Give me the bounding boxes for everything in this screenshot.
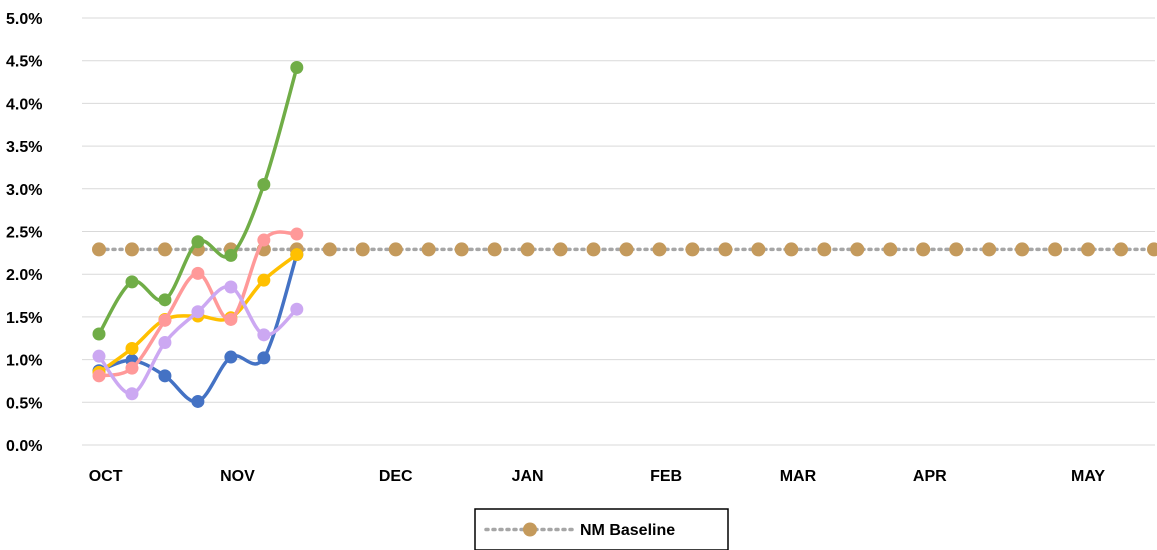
data-point xyxy=(355,242,370,257)
data-point xyxy=(421,242,436,257)
y-tick-label: 4.5% xyxy=(6,54,42,71)
data-point xyxy=(125,361,139,375)
series-path xyxy=(97,65,299,336)
data-point xyxy=(751,242,766,257)
data-point xyxy=(290,61,304,75)
data-point xyxy=(257,273,271,287)
data-point xyxy=(257,351,271,365)
data-point xyxy=(290,227,304,241)
data-point xyxy=(157,242,172,257)
data-point xyxy=(586,242,601,257)
data-point xyxy=(652,242,667,257)
data-point xyxy=(191,394,205,408)
legend-label: NM Baseline xyxy=(580,522,675,539)
data-point xyxy=(883,242,898,257)
data-point xyxy=(92,242,106,257)
y-tick-label: 0.5% xyxy=(6,395,42,412)
y-tick-label: 1.5% xyxy=(6,310,42,327)
y-axis-tick-labels: 0.0% 0.5% 1.0% 1.5% 2.0% 2.5% 3.0% 3.5% 4.0% 4.5%… xyxy=(6,11,42,455)
data-point xyxy=(257,233,271,247)
x-tick-label: DEC xyxy=(379,468,413,485)
gridlines xyxy=(82,17,1155,446)
series-line-4 xyxy=(92,227,304,383)
data-point xyxy=(1114,242,1129,257)
data-point xyxy=(718,242,733,257)
data-point xyxy=(92,327,106,341)
y-tick-label: 0.0% xyxy=(6,438,42,455)
y-tick-label: 3.5% xyxy=(6,139,42,156)
data-point xyxy=(124,242,139,257)
data-point xyxy=(520,242,535,257)
data-point xyxy=(949,242,964,257)
data-point xyxy=(487,242,502,257)
data-point xyxy=(224,280,238,294)
data-point xyxy=(1081,242,1096,257)
data-point xyxy=(92,369,106,383)
data-point xyxy=(257,178,271,192)
series-line-2 xyxy=(92,61,304,341)
data-point xyxy=(916,242,931,257)
data-point xyxy=(257,328,271,342)
x-tick-label: JAN xyxy=(512,468,544,485)
data-point xyxy=(784,242,799,257)
x-tick-label: OCT xyxy=(89,468,123,485)
data-point xyxy=(850,242,865,257)
y-tick-label: 5.0% xyxy=(6,11,42,28)
x-tick-label: MAR xyxy=(780,468,817,485)
data-point xyxy=(125,341,139,355)
data-point xyxy=(817,242,832,257)
data-point xyxy=(290,248,304,262)
y-tick-label: 2.5% xyxy=(6,225,42,242)
data-point xyxy=(1147,242,1157,257)
data-point xyxy=(224,350,238,364)
data-point xyxy=(982,242,997,257)
data-point xyxy=(191,266,205,280)
data-point xyxy=(92,349,106,363)
data-point xyxy=(158,336,172,350)
legend-marker xyxy=(523,522,537,537)
data-point xyxy=(322,242,337,257)
data-point xyxy=(224,312,238,326)
x-tick-label: MAY xyxy=(1071,468,1105,485)
x-tick-label: FEB xyxy=(650,468,682,485)
y-tick-label: 4.0% xyxy=(6,96,42,113)
data-point xyxy=(1015,242,1030,257)
data-point xyxy=(158,313,172,327)
data-point xyxy=(125,275,139,289)
series-baseline xyxy=(92,242,1157,257)
data-point xyxy=(685,242,700,257)
y-tick-label: 2.0% xyxy=(6,267,42,284)
data-point xyxy=(619,242,634,257)
data-point xyxy=(454,242,469,257)
data-point xyxy=(158,293,172,307)
x-tick-label: NOV xyxy=(220,468,255,485)
plot-series xyxy=(92,61,1157,408)
x-axis-tick-labels: OCT NOV DEC JAN FEB MAR APR MAY xyxy=(89,468,1106,485)
legend: NM Baseline xyxy=(474,508,729,550)
data-point xyxy=(290,302,304,316)
data-point xyxy=(388,242,403,257)
x-tick-label: APR xyxy=(913,468,947,485)
data-point xyxy=(158,369,172,383)
y-tick-label: 1.0% xyxy=(6,353,42,370)
y-tick-label: 3.0% xyxy=(6,182,42,199)
data-point xyxy=(553,242,568,257)
data-point xyxy=(224,248,238,262)
data-point xyxy=(1048,242,1063,257)
series-line-5 xyxy=(92,280,304,401)
data-point xyxy=(125,387,139,401)
data-point xyxy=(191,235,205,249)
data-point xyxy=(191,305,205,319)
